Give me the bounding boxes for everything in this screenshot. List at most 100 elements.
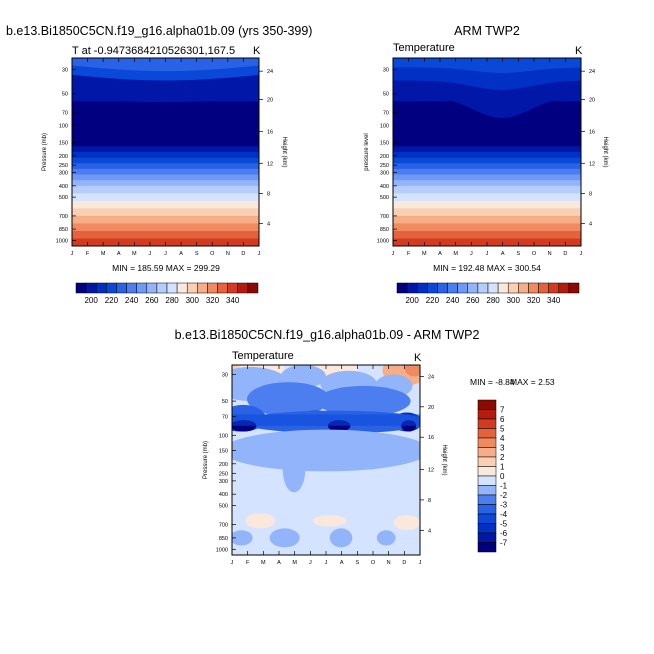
colorbar-label: 260	[145, 296, 159, 305]
contour-band	[232, 530, 253, 546]
colorbar-swatch	[116, 282, 127, 294]
colorbar-label: -1	[500, 482, 508, 491]
colorbar-label: 200	[84, 296, 98, 305]
colorbar-swatch	[106, 282, 117, 294]
contour-band	[316, 385, 411, 417]
y-tick-label: 100	[59, 124, 68, 130]
panel-observations: ARM TWP2 Temperature K J F M A M J J A S O N D J 30 50…	[364, 24, 608, 305]
contour-band	[393, 208, 581, 217]
colorbar-swatch	[477, 523, 497, 534]
y-tick-label: 700	[219, 523, 228, 529]
y-tick-label: 50	[62, 92, 68, 98]
panel1-axes: J F M A M J J A S O N D J 30 50 70 100 150 200 250 300 400 500…	[56, 58, 273, 257]
panel3-title: b.e13.Bi1850C5CN.f19_g16.alpha01b.09 - A…	[175, 328, 480, 342]
contour-band	[232, 414, 420, 426]
y-tick-label: 150	[380, 141, 389, 147]
x-tick-label: J	[231, 560, 234, 566]
y-tick-label: 30	[222, 373, 228, 379]
colorbar-label: 320	[527, 296, 541, 305]
y-tick-label: 1000	[56, 238, 68, 244]
y-tick-right-label: 4	[589, 221, 592, 227]
y-tick-label: 1000	[377, 238, 389, 244]
y-tick-label: 500	[219, 504, 228, 510]
y-tick-label: 850	[59, 227, 68, 233]
colorbar-swatch	[176, 282, 188, 294]
x-tick-label: A	[117, 251, 121, 257]
colorbar-label: 1	[500, 463, 505, 472]
x-tick-label: A	[179, 251, 183, 257]
x-tick-label: O	[371, 560, 376, 566]
colorbar-swatch	[548, 282, 560, 294]
x-tick-label: M	[101, 251, 106, 257]
y-tick-label: 200	[219, 462, 228, 468]
y-tick-label: 300	[380, 171, 389, 177]
y-tick-label: 250	[380, 163, 389, 169]
panel-difference: b.e13.Bi1850C5CN.f19_g16.alpha01b.09 - A…	[175, 328, 555, 566]
contour-band	[72, 146, 259, 153]
x-tick-label: J	[419, 560, 422, 566]
colorbar-swatch	[156, 282, 168, 294]
colorbar-swatch	[487, 282, 499, 294]
x-tick-label: A	[501, 251, 505, 257]
contour-band	[72, 223, 259, 232]
contour-band	[393, 152, 581, 159]
y-tick-label: 700	[59, 214, 68, 220]
colorbar-label: 2	[500, 453, 505, 462]
contour-band	[72, 168, 259, 176]
contour-band	[393, 157, 581, 164]
panel2-subtitle: Temperature	[393, 42, 455, 54]
y-tick-right-label: 20	[267, 97, 273, 103]
x-tick-label: J	[71, 251, 74, 257]
x-tick-label: J	[149, 251, 152, 257]
y-tick-right-label: 16	[428, 435, 434, 441]
y-tick-right-label: 16	[267, 129, 273, 135]
colorbar-label: 220	[426, 296, 440, 305]
colorbar-swatch	[538, 282, 549, 294]
colorbar-label: 320	[206, 296, 220, 305]
panel2-units: K	[575, 45, 583, 57]
colorbar-swatch	[477, 418, 497, 429]
x-tick-label: A	[340, 560, 344, 566]
contour-band	[72, 208, 259, 217]
colorbar-swatch	[406, 282, 418, 294]
colorbar-label: -2	[500, 491, 508, 500]
x-tick-label: S	[516, 251, 520, 257]
panel1-units: K	[253, 45, 261, 57]
contour-band	[72, 180, 259, 187]
colorbar-swatch	[437, 282, 448, 294]
contour-band	[376, 530, 396, 546]
contour-band	[329, 528, 353, 548]
x-tick-label: F	[246, 560, 250, 566]
panel2-colorbar: 200 220 240 260 280 300 320 340	[396, 282, 580, 305]
colorbar-swatch	[217, 282, 228, 294]
colorbar-swatch	[457, 282, 469, 294]
contour-band	[247, 382, 330, 417]
colorbar-swatch	[477, 542, 497, 553]
contour-band	[393, 185, 581, 194]
x-tick-label: D	[241, 251, 245, 257]
y-tick-label: 400	[380, 184, 389, 190]
colorbar-swatch	[477, 494, 497, 505]
y-tick-label: 30	[383, 67, 389, 73]
colorbar-swatch	[477, 428, 497, 439]
contour-band	[312, 515, 347, 527]
colorbar-label: -6	[500, 529, 508, 538]
x-tick-label: J	[309, 560, 312, 566]
y-tick-right-label: 12	[267, 161, 273, 167]
colorbar-label: 300	[186, 296, 200, 305]
colorbar-swatch	[447, 282, 458, 294]
contour-band	[232, 439, 251, 462]
colorbar-label: 280	[165, 296, 179, 305]
colorbar-swatch	[85, 282, 97, 294]
panel3-axes: J F M A M J J A S O N D J 30 50 70 100 150 200 250 300 400 500…	[216, 365, 434, 566]
colorbar-swatch	[166, 282, 178, 294]
colorbar-swatch	[227, 282, 239, 294]
x-tick-label: J	[392, 251, 395, 257]
colorbar-swatch	[75, 282, 87, 294]
contour-band	[393, 215, 581, 224]
y-tick-label: 200	[59, 154, 68, 160]
colorbar-swatch	[477, 409, 497, 420]
y-tick-label: 100	[380, 124, 389, 130]
